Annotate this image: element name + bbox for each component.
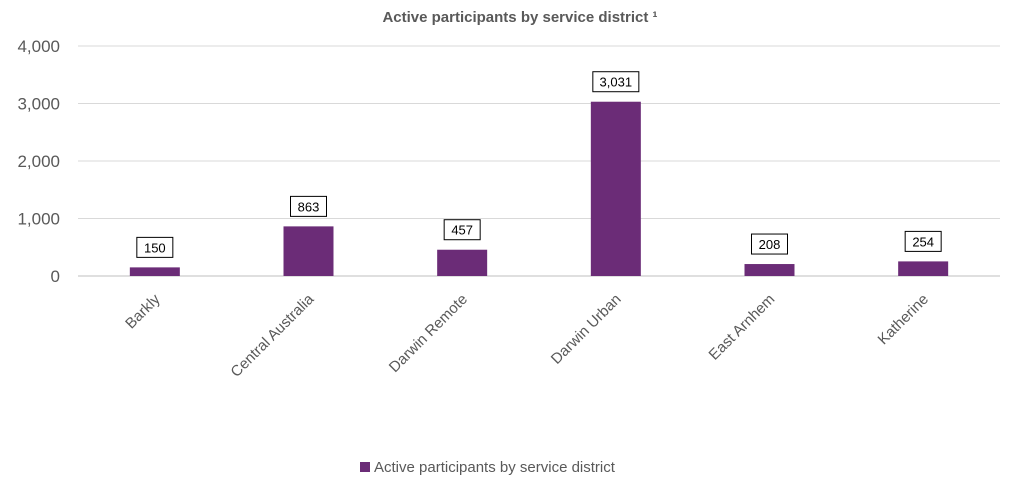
data-label-box bbox=[904, 230, 942, 252]
x-tick-label: Central Australia bbox=[227, 290, 317, 380]
data-label-katherine: 254 bbox=[904, 230, 942, 252]
data-label-east-arnhem: 208 bbox=[751, 233, 788, 255]
chart-title: Active participants by service district … bbox=[382, 9, 657, 26]
data-label-box bbox=[443, 219, 481, 241]
data-label-box bbox=[751, 233, 788, 255]
data-label-text: 254 bbox=[912, 234, 934, 249]
data-label-box bbox=[592, 71, 640, 93]
x-tick-label: Katherine bbox=[875, 291, 932, 348]
data-label-box bbox=[290, 195, 327, 217]
x-axis-ticks: Barkly Central Australia Darwin Remote Darw… bbox=[122, 290, 932, 380]
bar-barkly bbox=[129, 267, 180, 276]
bars bbox=[129, 101, 949, 276]
bar-east-arnhem bbox=[744, 264, 795, 276]
y-axis-ticks: 0 1,000 2,000 3,000 4,000 bbox=[17, 37, 60, 286]
data-label-central-australia: 863 bbox=[290, 195, 327, 217]
y-tick-label: 0 bbox=[51, 267, 60, 286]
bar-darwin-remote bbox=[437, 249, 488, 276]
data-labels: 150 863 457 3,031 208 254 bbox=[136, 71, 942, 258]
bar-darwin-urban bbox=[590, 101, 641, 276]
legend-label: Active participants by service district bbox=[374, 459, 616, 476]
data-label-text: 3,031 bbox=[600, 75, 633, 90]
y-tick-label: 1,000 bbox=[17, 210, 60, 229]
x-tick-label: East Arnhem bbox=[706, 291, 779, 364]
bar-katherine bbox=[898, 261, 949, 276]
y-tick-label: 3,000 bbox=[17, 95, 60, 114]
data-label-text: 457 bbox=[451, 223, 473, 238]
legend-swatch bbox=[360, 462, 370, 472]
data-label-darwin-urban: 3,031 bbox=[592, 71, 640, 93]
gridlines bbox=[78, 45, 1000, 277]
data-label-text: 863 bbox=[298, 199, 320, 214]
data-label-box bbox=[136, 236, 174, 258]
data-label-barkly: 150 bbox=[136, 236, 174, 258]
data-label-darwin-remote: 457 bbox=[443, 219, 481, 241]
x-tick-label: Barkly bbox=[122, 290, 164, 332]
y-tick-label: 4,000 bbox=[17, 37, 60, 56]
legend: Active participants by service district bbox=[360, 459, 616, 476]
x-tick-label: Darwin Remote bbox=[386, 291, 471, 376]
y-tick-label: 2,000 bbox=[17, 152, 60, 171]
data-label-text: 150 bbox=[144, 240, 166, 255]
data-label-text: 208 bbox=[759, 237, 781, 252]
x-tick-label: Darwin Urban bbox=[548, 291, 625, 368]
bar-central-australia bbox=[283, 226, 334, 276]
